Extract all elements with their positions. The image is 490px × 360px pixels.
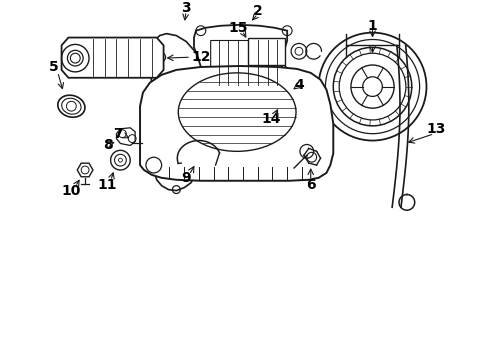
Text: 15: 15 [228, 21, 248, 35]
Text: 4: 4 [294, 78, 304, 92]
Text: 9: 9 [181, 171, 191, 185]
Text: 14: 14 [262, 112, 281, 126]
Text: 3: 3 [181, 1, 191, 15]
Polygon shape [62, 37, 164, 78]
Text: 2: 2 [253, 4, 263, 18]
Text: 5: 5 [49, 60, 59, 74]
Polygon shape [191, 25, 291, 156]
Text: 7: 7 [113, 127, 122, 141]
Text: 12: 12 [191, 50, 211, 64]
Bar [248, 37, 285, 65]
Text: 8: 8 [103, 139, 113, 152]
Text: 11: 11 [98, 178, 118, 192]
Text: 13: 13 [427, 122, 446, 136]
Text: 10: 10 [62, 184, 81, 198]
Text: 1: 1 [368, 19, 377, 33]
Text: 6: 6 [306, 178, 316, 192]
Polygon shape [140, 66, 333, 181]
